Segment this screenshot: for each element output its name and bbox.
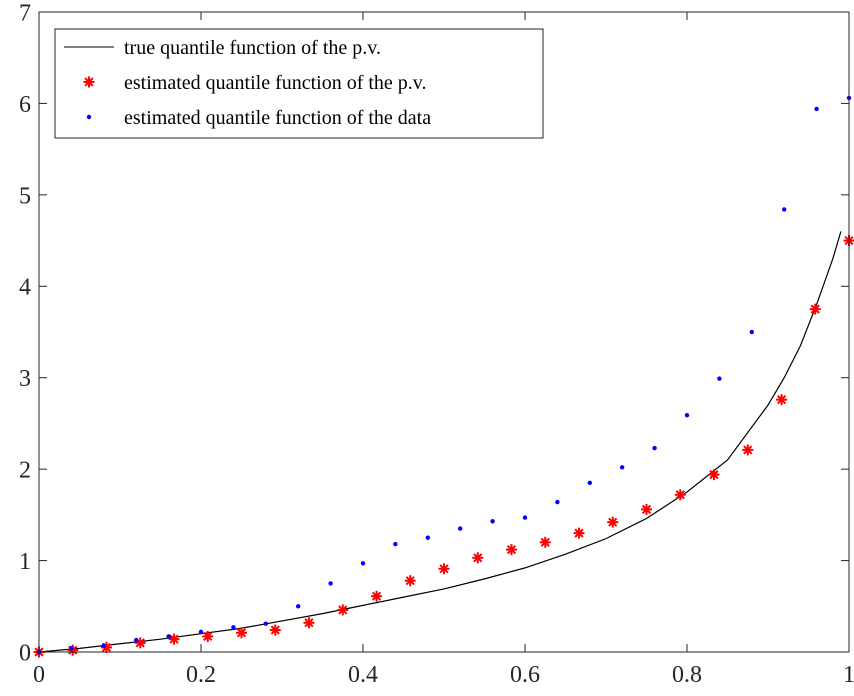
star-point (573, 527, 585, 539)
x-tick-label: 0.2 (186, 662, 216, 688)
star-point (472, 552, 484, 564)
y-tick-label: 7 (19, 0, 31, 26)
star-point (674, 489, 686, 501)
legend-star-marker (83, 76, 95, 88)
star-point (607, 516, 619, 528)
star-point (202, 630, 214, 642)
dot-point (360, 561, 366, 566)
y-tick-label: 0 (19, 640, 31, 666)
star-point (641, 503, 652, 515)
series-line-true-quantile (38, 231, 842, 653)
x-tick-label: 1 (843, 662, 854, 688)
x-tick-label: 0.8 (672, 662, 702, 688)
dot-point (717, 376, 722, 381)
dot-point (263, 621, 268, 626)
star-point (269, 624, 281, 636)
star-point (236, 627, 247, 639)
dot-point (782, 207, 787, 212)
star-point (168, 633, 180, 645)
star-point (67, 644, 79, 656)
dot-point (231, 625, 236, 630)
dot-point (458, 526, 463, 531)
dot-point (198, 629, 204, 635)
y-axis-ticks: 0 1 2 3 4 5 6 7 (19, 0, 849, 666)
dot-point (296, 604, 301, 609)
legend-star-swatch (83, 76, 95, 88)
x-axis-ticks: 0 0.2 0.4 0.6 0.8 1 (33, 12, 854, 688)
y-tick-label: 6 (19, 92, 31, 118)
dot-point (101, 643, 107, 648)
legend-label-estimated-data: estimated quantile function of the data (124, 107, 431, 129)
y-tick-label: 4 (19, 275, 31, 301)
star-point (303, 617, 315, 629)
x-tick-label: 0.4 (348, 662, 378, 688)
dot-point (166, 634, 171, 639)
dot-point (134, 637, 139, 643)
legend: true quantile function of the p.v. estim… (54, 28, 544, 139)
plot-area (33, 95, 854, 658)
star-point (539, 536, 551, 548)
dot-point (814, 106, 819, 112)
star-point (438, 563, 450, 575)
star-point (742, 444, 754, 456)
dot-point (555, 499, 560, 505)
star-point (776, 394, 788, 406)
dot-point (425, 535, 430, 540)
x-tick-label: 0 (33, 662, 45, 688)
y-tick-label: 2 (19, 458, 31, 484)
star-point (337, 604, 349, 616)
axes-frame (38, 11, 850, 653)
y-tick-label: 5 (19, 183, 31, 209)
legend-label-true: true quantile function of the p.v. (124, 37, 381, 59)
star-point (708, 469, 720, 481)
dot-point (652, 445, 657, 451)
dot-point (587, 480, 592, 486)
star-point (505, 544, 517, 556)
y-tick-label: 3 (19, 366, 31, 392)
dot-point (684, 413, 690, 418)
y-tick-label: 1 (19, 549, 31, 575)
dot-point (620, 465, 625, 470)
x-tick-label: 0.6 (510, 662, 540, 688)
dot-point (328, 581, 333, 586)
dot-point (749, 329, 754, 335)
legend-box (54, 28, 544, 139)
star-point (809, 303, 821, 315)
dot-point (522, 515, 528, 520)
star-point (404, 575, 416, 587)
legend-label-estimated-pv: estimated quantile function of the p.v. (124, 72, 427, 94)
dot-point (69, 646, 74, 651)
legend-dot-swatch (86, 114, 92, 120)
star-point (371, 590, 383, 602)
axes (38, 11, 850, 653)
dot-point (490, 519, 495, 524)
dot-point (393, 541, 398, 547)
